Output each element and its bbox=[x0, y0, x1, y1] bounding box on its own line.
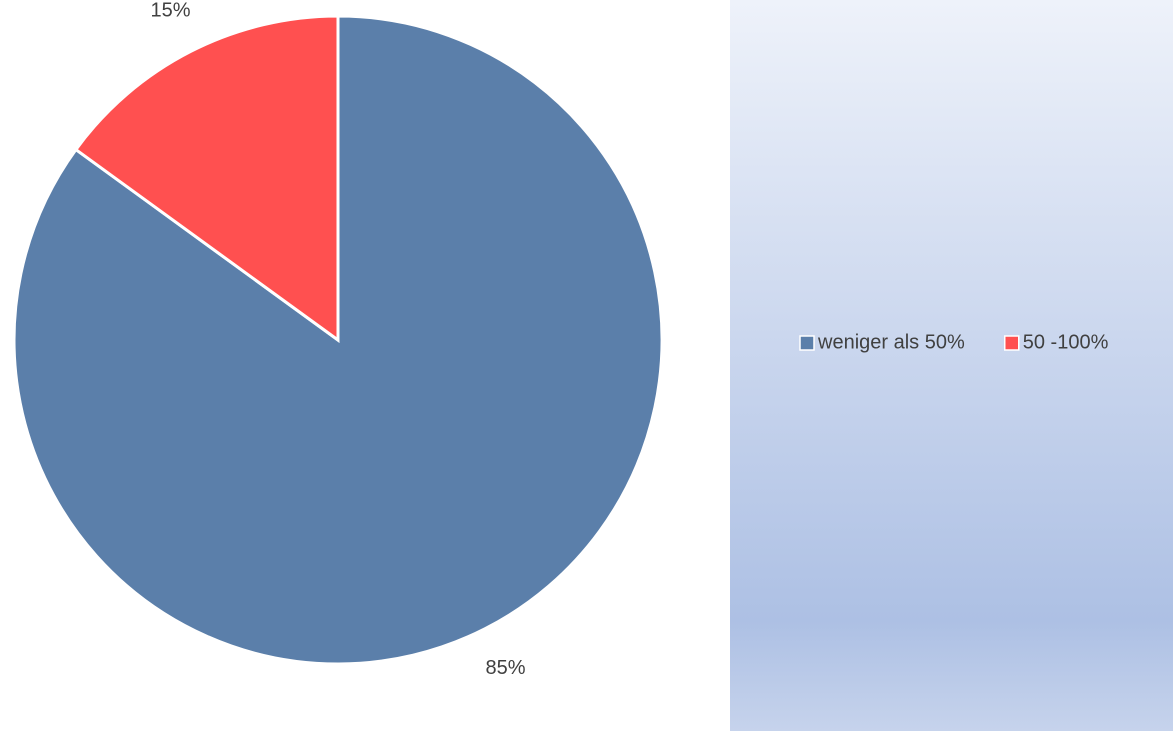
data-label: 85% bbox=[486, 657, 526, 679]
legend-label: weniger als 50% bbox=[817, 331, 965, 353]
legend-swatch bbox=[1004, 335, 1020, 351]
data-label: 15% bbox=[150, 0, 190, 21]
legend-label: 50 -100% bbox=[1023, 331, 1109, 353]
pie-slice bbox=[73, 14, 340, 343]
legend-swatch bbox=[799, 335, 815, 351]
legend-panel bbox=[730, 0, 1173, 731]
